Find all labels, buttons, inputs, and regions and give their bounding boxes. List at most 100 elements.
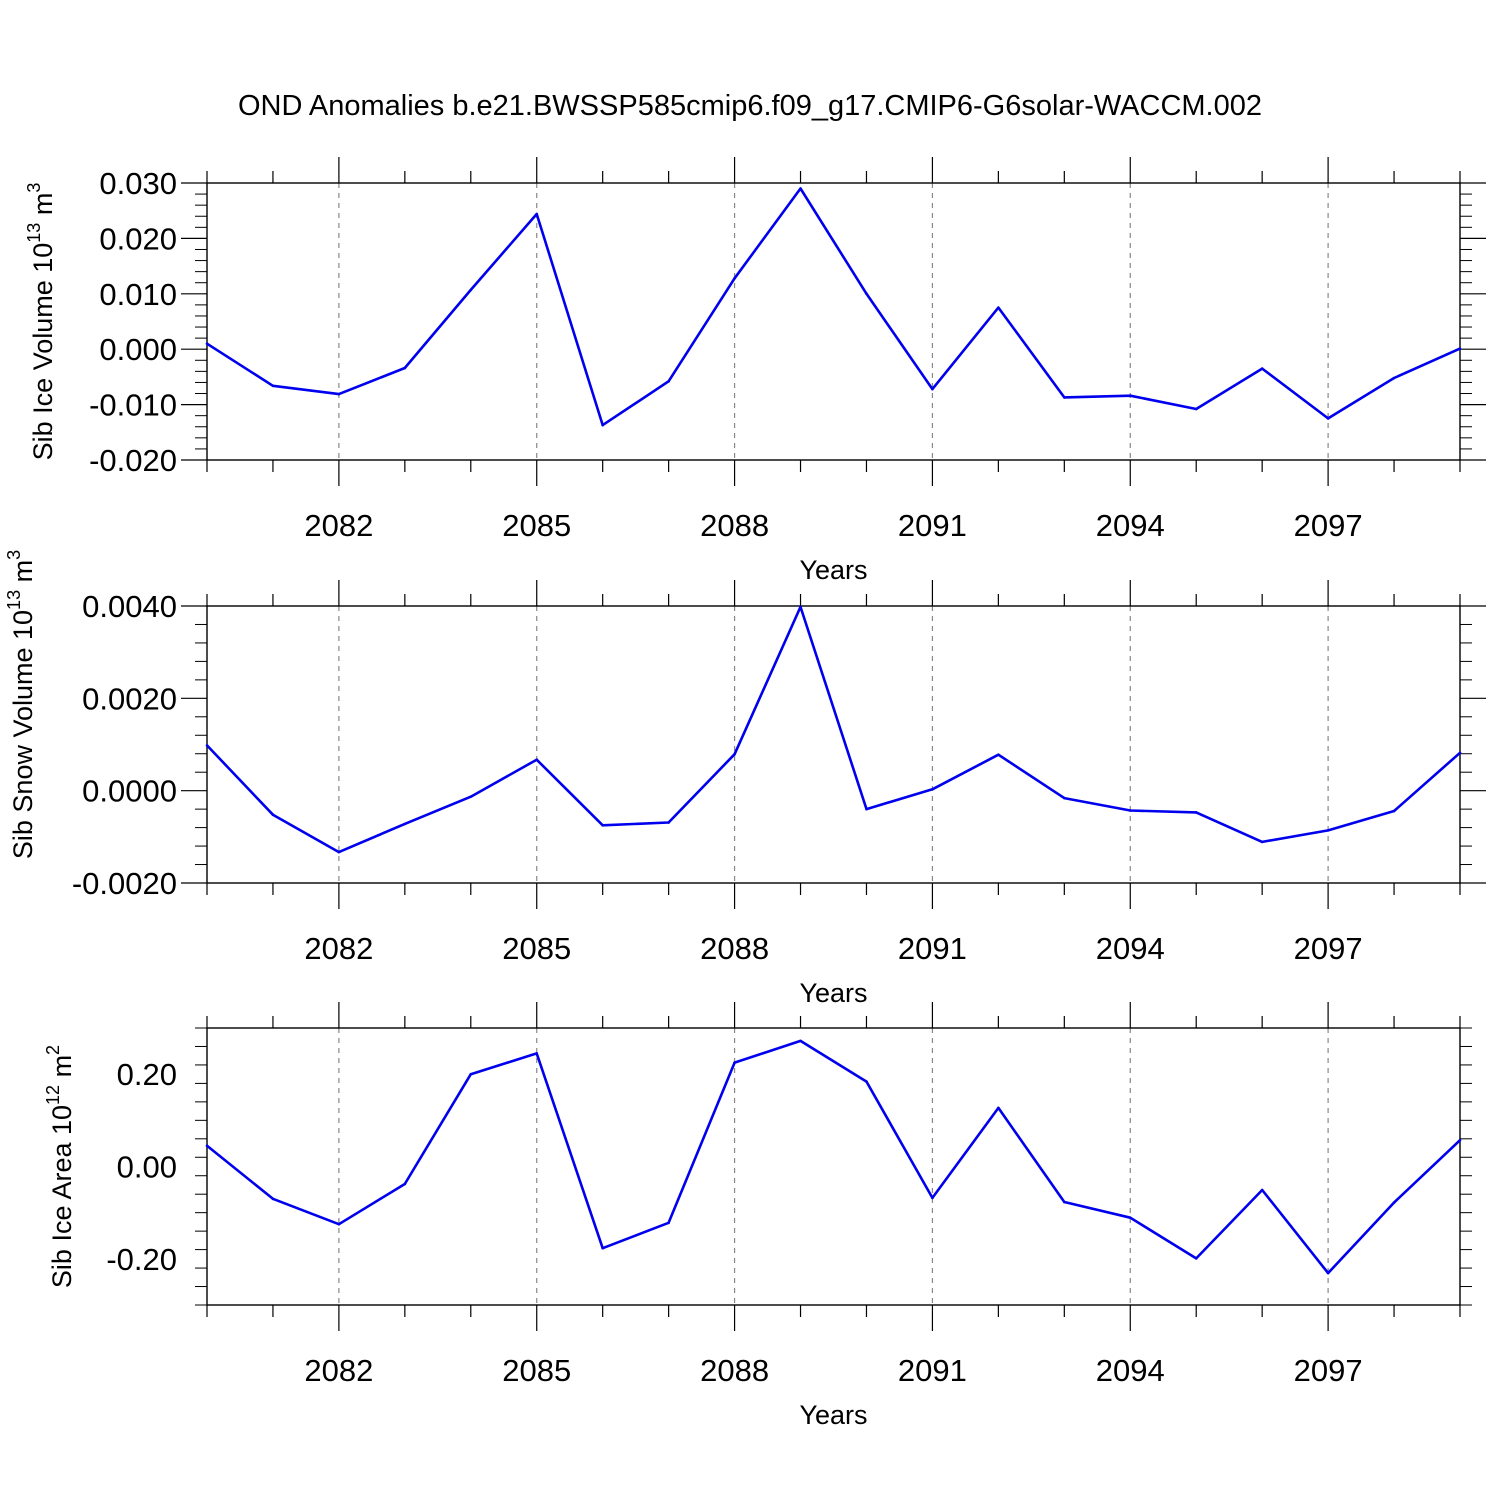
data-point-1-2089 xyxy=(799,605,802,609)
xtick-label-0-3: 2091 xyxy=(898,508,967,543)
data-point-1-2081 xyxy=(271,813,275,816)
data-point-1-2080 xyxy=(205,744,209,747)
data-point-1-2091 xyxy=(931,787,934,791)
xtick-label-2-4: 2094 xyxy=(1096,1353,1165,1388)
data-point-2-2084 xyxy=(469,1072,473,1076)
data-point-2-2082 xyxy=(337,1222,341,1226)
xtick-label-1-3: 2091 xyxy=(898,931,967,966)
data-point-1-2096 xyxy=(1260,840,1264,844)
data-point-1-2087 xyxy=(667,821,670,824)
data-point-2-2096 xyxy=(1260,1188,1264,1192)
ytick-label-0-2: 0.000 xyxy=(99,332,177,367)
data-point-0-2083 xyxy=(403,366,407,370)
data-point-0-2092 xyxy=(997,306,1000,309)
data-point-0-2097 xyxy=(1326,417,1330,420)
data-point-1-2093 xyxy=(1063,796,1066,800)
ytick-label-1-3: 0.0040 xyxy=(82,589,177,624)
xtick-label-1-2: 2088 xyxy=(700,931,769,966)
data-point-2-2098 xyxy=(1392,1201,1396,1204)
x-axis-label-2: Years xyxy=(799,1400,867,1430)
data-point-1-2092 xyxy=(997,753,1000,756)
xtick-label-0-2: 2088 xyxy=(700,508,769,543)
y-axis-label-2: Sib Ice Area 1012 m2 xyxy=(43,1045,77,1288)
xtick-label-1-4: 2094 xyxy=(1096,931,1165,966)
ytick-label-0-5: 0.030 xyxy=(99,166,177,201)
data-point-0-2094 xyxy=(1128,394,1132,398)
xtick-label-0-0: 2082 xyxy=(304,508,373,543)
data-point-0-2098 xyxy=(1392,376,1396,380)
data-point-0-2087 xyxy=(667,380,670,383)
data-point-0-2089 xyxy=(799,187,802,190)
data-point-2-2091 xyxy=(931,1196,934,1200)
series-line-1 xyxy=(206,605,1461,854)
x-axis-label-0: Years xyxy=(799,555,867,585)
xtick-label-1-1: 2085 xyxy=(502,931,571,966)
xtick-label-2-5: 2097 xyxy=(1294,1353,1363,1388)
xtick-label-1-5: 2097 xyxy=(1294,931,1363,966)
data-point-2-2092 xyxy=(997,1106,1000,1110)
xtick-label-0-1: 2085 xyxy=(502,508,571,543)
ytick-label-2-2: 0.20 xyxy=(117,1057,177,1092)
data-point-2-2094 xyxy=(1128,1216,1132,1220)
data-point-2-2095 xyxy=(1194,1257,1198,1260)
xtick-label-1-0: 2082 xyxy=(304,931,373,966)
data-point-2-2087 xyxy=(667,1221,670,1225)
x-axis-label-1: Years xyxy=(799,978,867,1008)
ytick-label-1-1: 0.0000 xyxy=(82,774,177,809)
data-point-1-2099 xyxy=(1458,751,1462,755)
data-point-2-2086 xyxy=(601,1246,604,1250)
xtick-label-2-2: 2088 xyxy=(700,1353,769,1388)
ytick-label-0-0: -0.020 xyxy=(89,443,177,478)
data-point-0-2082 xyxy=(337,392,341,396)
xtick-label-2-0: 2082 xyxy=(304,1353,373,1388)
series-line-0 xyxy=(206,187,1461,427)
data-point-2-2088 xyxy=(733,1061,736,1064)
data-point-0-2081 xyxy=(271,384,275,388)
data-point-1-2088 xyxy=(733,752,736,756)
data-point-0-2090 xyxy=(865,292,868,296)
xtick-label-2-3: 2091 xyxy=(898,1353,967,1388)
data-point-1-2094 xyxy=(1128,809,1132,812)
data-point-0-2085 xyxy=(535,212,539,216)
data-point-2-2097 xyxy=(1326,1271,1330,1275)
plot-frame-2 xyxy=(206,1027,1461,1306)
y-axis-label-0: Sib Ice Volume 1013 m3 xyxy=(24,183,58,461)
ytick-label-1-2: 0.0020 xyxy=(82,681,177,716)
data-point-1-2085 xyxy=(535,758,539,762)
data-point-0-2093 xyxy=(1063,396,1066,399)
data-point-2-2089 xyxy=(799,1039,802,1043)
data-point-1-2083 xyxy=(403,822,407,826)
data-point-2-2080 xyxy=(205,1144,209,1148)
data-point-1-2082 xyxy=(337,850,341,854)
chart-title: OND Anomalies b.e21.BWSSP585cmip6.f09_g1… xyxy=(237,90,1263,122)
data-point-2-2083 xyxy=(403,1182,407,1186)
data-point-0-2086 xyxy=(601,423,604,427)
ytick-label-0-1: -0.010 xyxy=(89,388,177,423)
plot-frame-0 xyxy=(206,182,1461,461)
data-point-2-2093 xyxy=(1063,1200,1066,1204)
xtick-label-0-5: 2097 xyxy=(1294,508,1363,543)
data-point-1-2084 xyxy=(469,795,473,798)
data-point-1-2098 xyxy=(1392,809,1396,813)
data-point-1-2095 xyxy=(1194,811,1198,814)
xtick-label-0-4: 2094 xyxy=(1096,508,1165,543)
data-point-2-2081 xyxy=(271,1197,275,1201)
data-point-0-2088 xyxy=(733,276,736,280)
data-point-0-2084 xyxy=(469,288,473,292)
data-point-0-2096 xyxy=(1260,367,1264,370)
data-point-2-2085 xyxy=(535,1052,539,1055)
data-point-2-2099 xyxy=(1458,1138,1462,1142)
data-point-0-2091 xyxy=(931,387,934,391)
ytick-label-0-3: 0.010 xyxy=(99,277,177,312)
data-point-1-2086 xyxy=(601,823,604,827)
data-point-1-2097 xyxy=(1326,829,1330,832)
data-point-0-2095 xyxy=(1194,407,1198,411)
data-point-2-2090 xyxy=(865,1080,868,1083)
y-axis-label-1: Sib Snow Volume 1013 m3 xyxy=(4,550,38,859)
ytick-label-2-1: 0.00 xyxy=(117,1150,177,1185)
data-point-0-2080 xyxy=(205,342,209,345)
data-point-1-2090 xyxy=(865,807,868,811)
series-line-2 xyxy=(206,1039,1461,1275)
ytick-label-0-4: 0.020 xyxy=(99,221,177,256)
